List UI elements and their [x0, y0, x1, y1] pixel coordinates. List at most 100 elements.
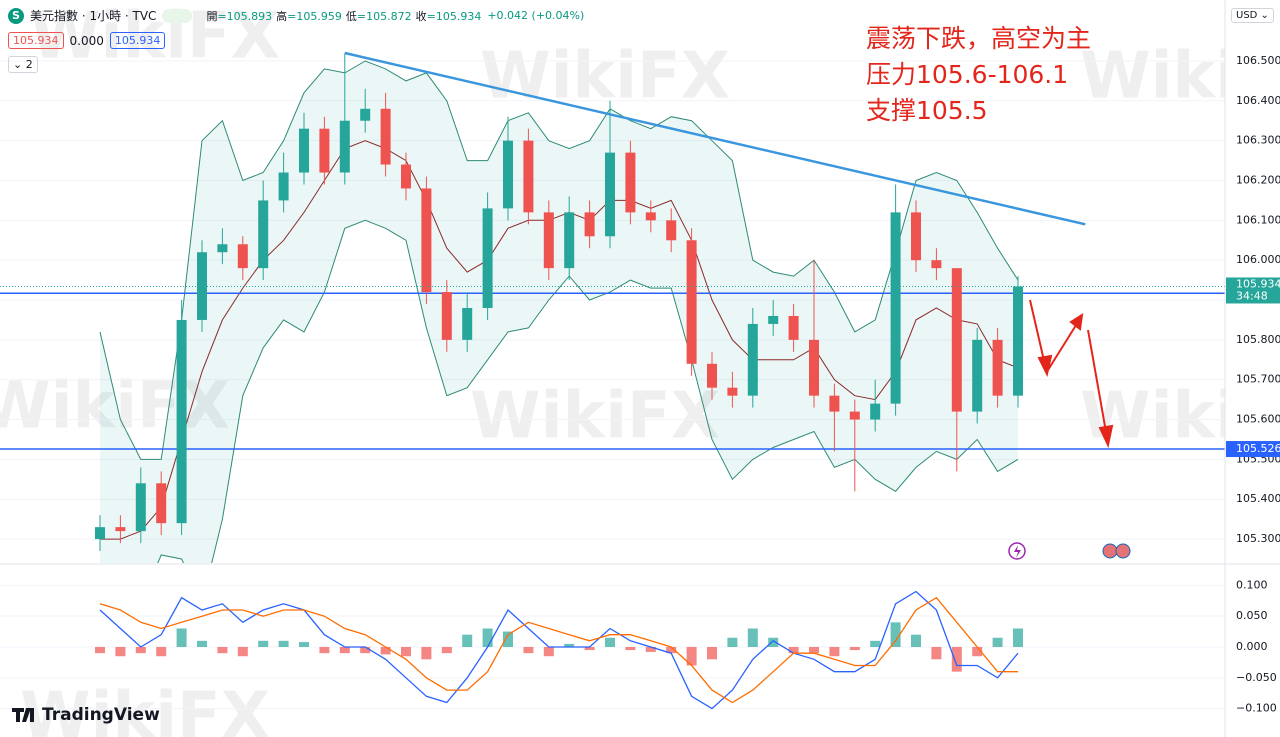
candle-body — [482, 208, 493, 308]
macd-bar — [768, 637, 779, 647]
macd-bar — [564, 643, 575, 647]
candle-body — [727, 387, 738, 396]
y-tick-label: 105.400 — [1236, 492, 1280, 505]
ohlc-value: =105.959 — [287, 9, 342, 23]
symbol-legend: S 美元指數 · 1小時 · TVC 開=105.893 高=105.959 低=1… — [8, 7, 584, 24]
macd-bar — [747, 628, 758, 647]
price-line-label: 105.526 — [1236, 442, 1280, 455]
candle-body — [564, 212, 575, 269]
price-pane — [0, 51, 1225, 563]
candle-body — [645, 212, 656, 221]
ohlc-value: =105.872 — [356, 9, 412, 23]
y-tick-label: 0.100 — [1236, 578, 1268, 591]
watermark: WikiFX — [480, 40, 730, 114]
y-tick-label: 106.300 — [1236, 134, 1280, 147]
candle-body — [441, 292, 452, 340]
brand-logo: TradingView — [12, 705, 160, 725]
y-tick-label: 0.050 — [1236, 609, 1268, 622]
macd-bar — [605, 637, 615, 647]
annotation-line: 支撑105.5 — [866, 96, 988, 125]
annotation-line: 震荡下跌，高空为主 — [866, 24, 1092, 53]
candle-body — [462, 307, 473, 340]
trendline — [344, 51, 1086, 226]
candle-body — [809, 339, 819, 396]
macd-bar — [360, 646, 371, 654]
candle-body — [686, 240, 697, 364]
macd-bar — [380, 646, 391, 655]
macd-bar — [645, 646, 656, 652]
candle-body — [156, 483, 167, 524]
y-tick-label: 105.800 — [1236, 333, 1280, 346]
bollinger-lower — [157, 219, 1019, 563]
macd-bar — [829, 646, 840, 657]
macd-bar — [788, 646, 799, 654]
status-pill[interactable] — [162, 8, 193, 23]
event-icons — [1008, 542, 1131, 560]
macd-bar — [482, 628, 493, 647]
macd-bar — [849, 646, 860, 651]
candle-body — [931, 260, 942, 269]
candle-body — [890, 212, 901, 404]
macd-bar — [176, 628, 187, 647]
candle-body — [543, 212, 554, 269]
macd-pane — [0, 584, 1225, 710]
bollinger-middle — [100, 140, 1019, 540]
macd-bar — [951, 646, 962, 672]
ohlc-label: 開 — [206, 9, 218, 23]
ohlc-item: 高=105.959 — [276, 8, 342, 24]
candle-body — [237, 244, 248, 269]
symbol-title[interactable]: 美元指數 · 1小時 · TVC — [30, 9, 157, 23]
indicator-value: 105.934 — [109, 32, 166, 49]
macd-bar — [441, 646, 452, 654]
candle-body — [707, 363, 717, 388]
candle-body — [217, 244, 228, 253]
candle-body — [258, 200, 269, 269]
candle-body — [870, 403, 881, 420]
y-tick-label: 0.000 — [1236, 640, 1268, 653]
macd-bar — [707, 646, 717, 660]
y-tick-label: 105.600 — [1236, 413, 1280, 426]
candle-body — [523, 140, 534, 213]
macd-bar — [972, 646, 983, 657]
candle-body — [911, 212, 921, 261]
ohlc-label: 高 — [276, 9, 288, 23]
currency-button[interactable]: USD ⌄ — [1231, 8, 1274, 23]
candle-body — [747, 323, 758, 396]
candle-body — [788, 315, 799, 340]
candle-body — [339, 120, 350, 173]
brand: TradingView — [42, 705, 160, 725]
macd-bar — [237, 646, 248, 657]
collapse-row: ⌄ 2 — [8, 56, 38, 73]
candle-body — [972, 339, 983, 412]
candle-body — [992, 339, 1003, 396]
macd-bar — [870, 640, 881, 647]
candle-body — [625, 152, 636, 213]
macd-bar — [299, 642, 309, 647]
y-tick-label: −0.100 — [1236, 702, 1277, 715]
y-tick-label: 105.700 — [1236, 373, 1280, 386]
macd-bar — [666, 646, 677, 654]
macd-bar — [319, 646, 330, 654]
candle-body — [115, 527, 126, 532]
candle-body — [503, 140, 513, 209]
y-tick-label: 106.500 — [1236, 54, 1280, 67]
macd-bar — [1013, 628, 1023, 647]
macd-bar — [197, 640, 207, 647]
macd-bar — [156, 646, 167, 657]
price-line-tag — [1226, 441, 1280, 458]
last-price-label: 105.934 — [1236, 277, 1280, 290]
macd-bar — [401, 646, 411, 657]
currency: USD — [1236, 10, 1258, 21]
collapse-button[interactable]: ⌄ 2 — [8, 56, 38, 73]
macd-line — [99, 596, 1018, 704]
macd-bar — [584, 646, 595, 651]
macd-bar — [686, 646, 697, 666]
candle-body — [584, 212, 595, 237]
price-axis: 106.500 106.400 106.300 106.200 106.100 106.0… — [1226, 54, 1280, 715]
ohlc-item: 收=105.934 — [416, 8, 482, 24]
y-tick-label: 106.200 — [1236, 173, 1280, 186]
candle-body — [299, 128, 309, 173]
macd-bar — [115, 646, 126, 657]
